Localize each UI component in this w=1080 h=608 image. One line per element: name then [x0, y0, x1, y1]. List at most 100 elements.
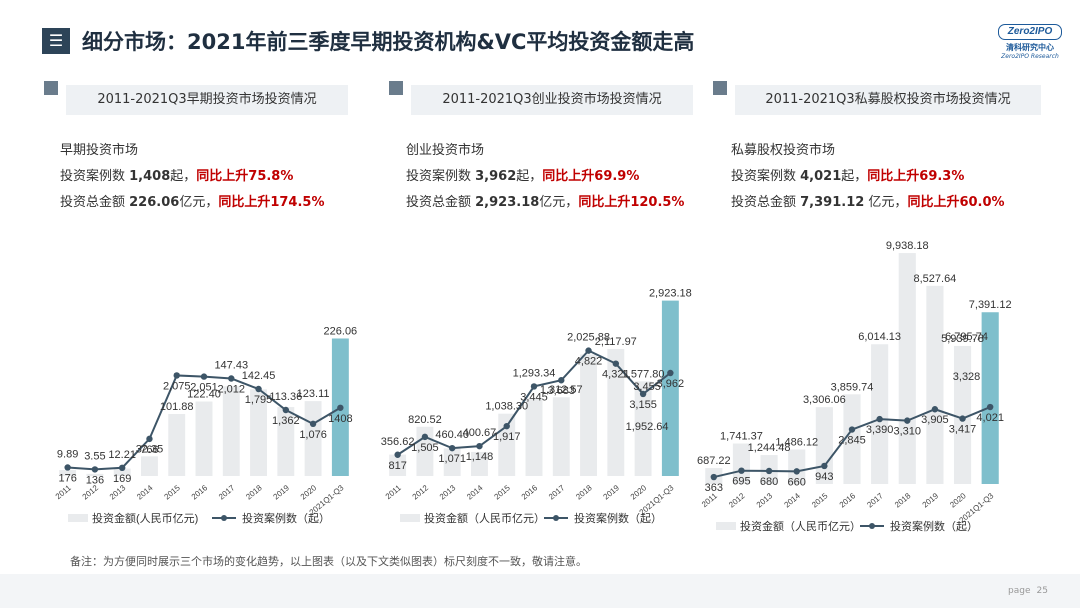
bar-2016	[843, 394, 861, 484]
case-count-point-2014	[476, 442, 483, 450]
case-count-label: 2,012	[218, 383, 246, 395]
x-tick-label: 2013	[438, 483, 458, 502]
bar-value-label: 2,923.18	[649, 288, 692, 300]
case-count-point-2017	[228, 375, 235, 382]
legend-line-marker	[221, 515, 227, 521]
x-tick-label: 2011	[384, 483, 403, 501]
case-count-label: 363	[705, 482, 723, 494]
bar-2013	[443, 448, 461, 476]
bar-value-label: 1,244.48	[748, 442, 791, 454]
case-count-point-2018	[585, 347, 592, 354]
x-tick-label: 2011	[54, 483, 73, 501]
case-count-label: 4,321	[602, 369, 630, 381]
x-tick-label: 2017	[547, 483, 567, 502]
bar-2019	[607, 348, 625, 476]
legend-bar-label: 投资金额(人民币亿元)	[92, 511, 198, 525]
case-count-point-2013	[448, 444, 456, 452]
case-count-label: 695	[732, 476, 750, 488]
x-tick-label: 2014	[135, 483, 155, 502]
bar-2020	[304, 401, 322, 476]
case-count-label: 3,445	[520, 391, 548, 403]
case-count-point-2014	[793, 468, 800, 475]
case-count-point-2016	[200, 373, 208, 380]
case-count-point-2011	[394, 451, 401, 458]
x-tick-label: 2018	[244, 483, 264, 502]
case-count-label: 680	[760, 476, 778, 488]
bar-value-label: 400.67	[463, 427, 497, 439]
bar-value-label: 460.40	[435, 429, 469, 441]
bar-value-label: 142.45	[242, 370, 276, 382]
bar-2014	[788, 449, 806, 484]
bar-2019	[926, 285, 944, 484]
bar-2019	[277, 407, 295, 476]
bar-2012	[86, 473, 104, 476]
page-number: page 25	[1008, 586, 1048, 596]
footer-band	[0, 574, 1080, 608]
extra-value-label: 3,328	[953, 371, 981, 383]
case-count-label: 1408	[328, 413, 352, 425]
section-marker	[44, 81, 58, 95]
bar-2020	[953, 345, 972, 484]
bar-value-label: 820.52	[408, 414, 442, 426]
bar-value-label: 5,939.78	[941, 333, 984, 345]
case-count-point-2013	[765, 467, 773, 475]
case-count-point-2017	[876, 415, 883, 423]
case-count-point-2011	[64, 464, 71, 471]
bar-value-label: 101.88	[160, 401, 194, 413]
case-count-label: 3,155	[629, 399, 657, 411]
case-count-label: 766	[140, 444, 158, 456]
bar-2016	[525, 398, 543, 476]
bar-value-label: 3.55	[84, 450, 105, 462]
extra-value-label: 6,795.74	[945, 331, 988, 343]
case-count-point-2019	[282, 406, 290, 414]
x-tick-label: 2017	[865, 491, 885, 510]
bar-2018	[580, 354, 597, 476]
case-count-label: 3,683	[548, 385, 576, 397]
bar-value-label: 2,025.88	[567, 332, 610, 344]
case-count-label: 1,362	[272, 415, 300, 427]
case-count-point-2020	[639, 390, 647, 398]
case-count-label: 1,076	[299, 429, 327, 441]
bar-value-label: 226.06	[324, 325, 358, 337]
case-count-label: 2,051	[190, 382, 218, 394]
case-count-label: 136	[86, 474, 104, 486]
menu-icon[interactable]: ☰	[42, 28, 70, 54]
x-tick-label: 2019	[921, 491, 941, 510]
bar-2021Q1-Q3	[981, 312, 999, 484]
legend-bar-swatch	[716, 522, 736, 530]
case-count-point-2012	[738, 467, 745, 474]
x-tick-label: 2019	[602, 483, 622, 502]
case-count-point-2015	[821, 462, 828, 470]
case-count-point-2013	[118, 464, 126, 472]
case-count-point-2012	[421, 433, 429, 441]
x-tick-label: 2017	[217, 483, 237, 502]
x-tick-label: 2012	[727, 491, 747, 510]
x-tick-label: 2016	[838, 491, 858, 510]
x-tick-label: 2014	[465, 483, 485, 502]
case-count-point-2019	[612, 360, 620, 367]
page-title: 细分市场：2021年前三季度早期投资机构&VC平均投资金额走高	[82, 30, 695, 54]
extra-value-label: 1,952.64	[626, 421, 669, 433]
case-count-label: 1,505	[411, 442, 439, 454]
case-count-label: 1,071	[438, 453, 466, 465]
case-count-label: 169	[113, 473, 131, 485]
bar-value-label: 9.89	[57, 448, 78, 460]
x-tick-label: 2018	[574, 483, 594, 502]
case-count-label: 4,021	[976, 412, 1004, 424]
legend-bar-label: 投资金额（人民币亿元）	[424, 511, 545, 525]
bar-value-label: 122.40	[187, 389, 221, 401]
case-count-point-2015	[173, 372, 180, 379]
header-band	[0, 0, 1080, 60]
x-tick-label: 2020	[299, 483, 319, 502]
bar-value-label: 1,486.12	[775, 436, 818, 448]
legend-bar-label: 投资金额（人民币亿元）	[740, 519, 861, 533]
case-count-label: 3,962	[657, 378, 685, 390]
bar-2013	[113, 468, 131, 476]
bar-2012	[732, 443, 751, 484]
case-count-label: 2,075	[163, 380, 191, 392]
case-count-point-2016	[530, 383, 538, 390]
bar-value-label: 1,312.57	[540, 384, 583, 396]
bar-2017	[552, 397, 570, 476]
